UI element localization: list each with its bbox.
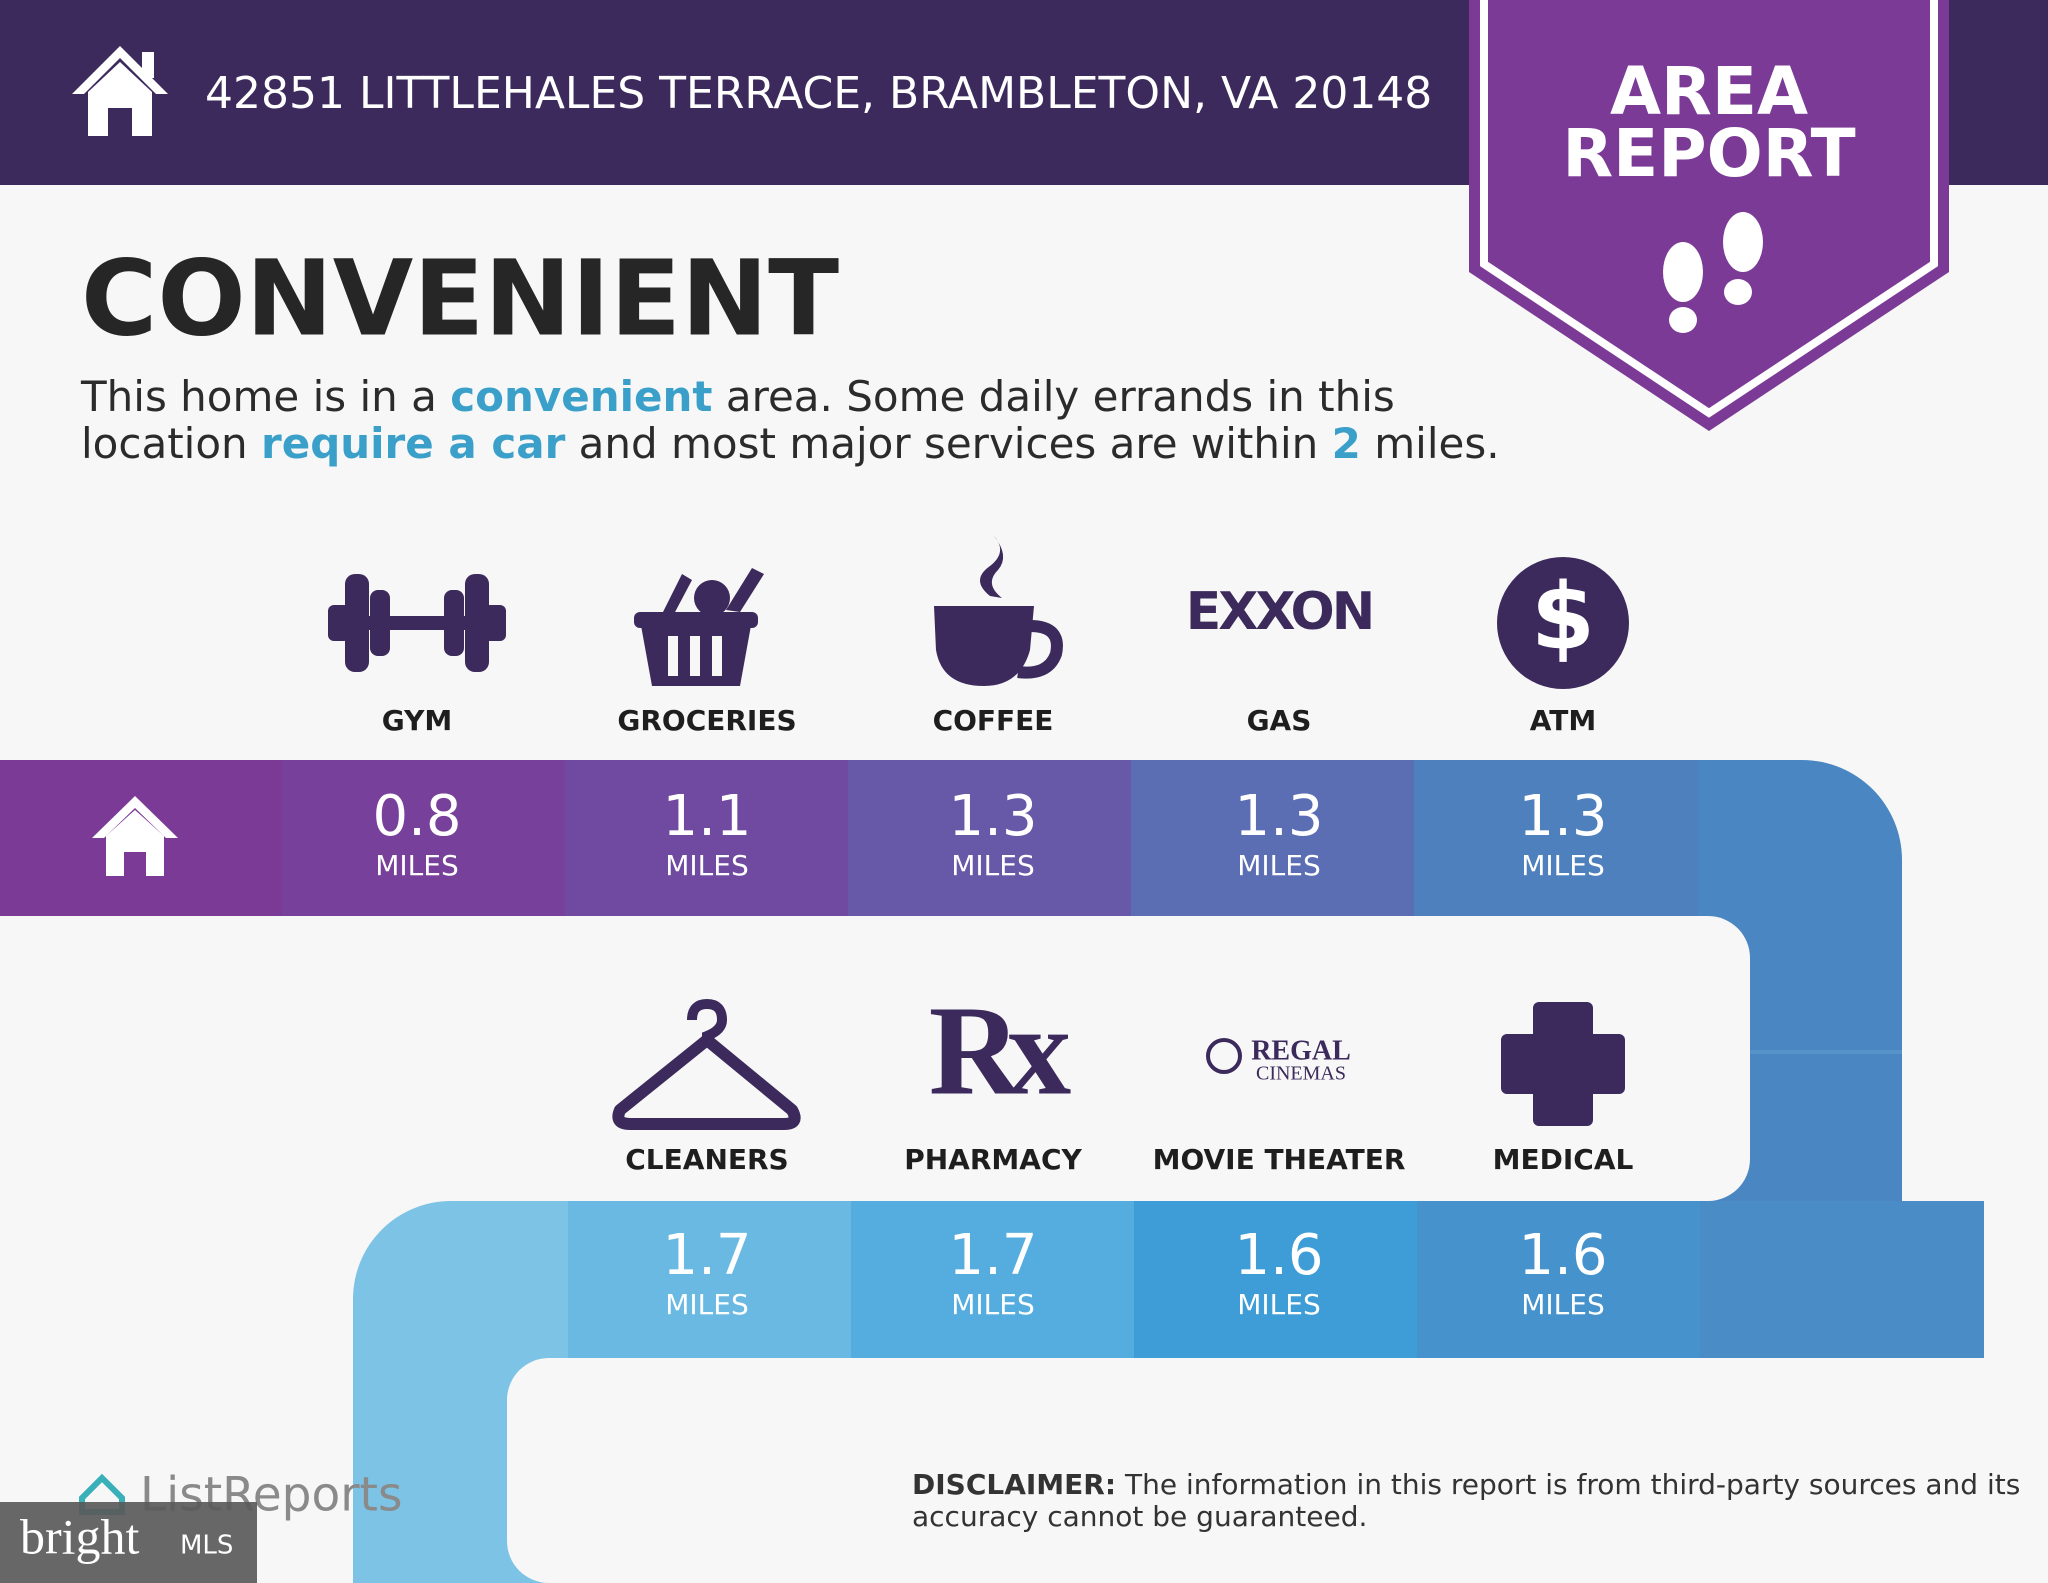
- address: 42851 LITTLEHALES TERRACE, BRAMBLETON, V…: [205, 68, 1432, 119]
- distance: 1.6: [1234, 1223, 1323, 1288]
- atm-icon: [1497, 557, 1629, 689]
- service-name: PHARMACY: [904, 1143, 1082, 1176]
- cell: [568, 1201, 852, 1358]
- cell: [282, 760, 566, 916]
- services: GYM0.8MILESGROCERIES1.1MILESCOFFEE1.3MIL…: [372, 563, 1633, 1321]
- highlight: convenient: [450, 372, 712, 421]
- text: miles.: [1361, 419, 1500, 468]
- cell: [1414, 760, 1698, 916]
- badge-border: [1480, 0, 1938, 418]
- regal-emblem: [1206, 1038, 1242, 1074]
- watermark-mls: MLS: [180, 1531, 233, 1561]
- medical-icon: [1501, 1002, 1625, 1126]
- service-name: MOVIE THEATER: [1153, 1143, 1406, 1176]
- service-name: CLEANERS: [625, 1143, 788, 1176]
- description-line: This home is in a convenient area. Some …: [80, 372, 1395, 421]
- distance: 1.7: [662, 1223, 751, 1288]
- unit: MILES: [1521, 1288, 1604, 1321]
- coffee-icon: [934, 536, 1063, 686]
- description: This home is in a convenient area. Some …: [80, 372, 1500, 468]
- distance: 1.1: [662, 784, 751, 849]
- watermark-bright: bright: [20, 1508, 140, 1564]
- logo-text: Rx: [929, 979, 1071, 1121]
- service-name: ATM: [1530, 704, 1596, 737]
- band-home-icon: [92, 796, 178, 876]
- logo-text: $: [1531, 563, 1595, 670]
- distance: 1.3: [1234, 784, 1323, 849]
- service-name: COFFEE: [933, 704, 1054, 737]
- cell: [1417, 1201, 1701, 1358]
- cell: [565, 760, 849, 916]
- disclaimer-text: The information in this report is from t…: [1116, 1468, 2020, 1501]
- distance: 1.7: [948, 1223, 1037, 1288]
- disclaimer-text: accuracy cannot be guaranteed.: [912, 1500, 1367, 1533]
- unit: MILES: [1237, 849, 1320, 882]
- service-name: GYM: [382, 704, 453, 737]
- service-name: GAS: [1247, 704, 1312, 737]
- badge-inner: [1500, 0, 1918, 395]
- logo-text: CINEMAS: [1256, 1063, 1346, 1085]
- route-cells: [0, 760, 1984, 1358]
- unit: MILES: [665, 1288, 748, 1321]
- text: area. Some daily errands in this: [713, 372, 1395, 421]
- badge-line: REPORT: [1562, 115, 1855, 192]
- route-inner-gap-fill: [400, 916, 1700, 976]
- distance: 0.8: [372, 784, 461, 849]
- unit: MILES: [1237, 1288, 1320, 1321]
- text: This home is in a: [80, 372, 450, 421]
- unit: MILES: [1521, 849, 1604, 882]
- service-name: MEDICAL: [1493, 1143, 1634, 1176]
- title: CONVENIENT: [81, 237, 839, 359]
- highlight: require a car: [261, 419, 566, 468]
- header-home-icon: [72, 46, 168, 136]
- distance: 1.3: [1518, 784, 1607, 849]
- badge-text: AREA REPORT: [1562, 53, 1855, 192]
- unit: MILES: [951, 1288, 1034, 1321]
- disclaimer-label: DISCLAIMER:: [912, 1468, 1116, 1501]
- hanger-icon: [612, 998, 801, 1130]
- text: and most major services are within: [565, 419, 1331, 468]
- distance: 1.3: [948, 784, 1037, 849]
- route-seam: [1750, 1050, 1902, 1054]
- route-inner-fill: [560, 1400, 760, 1583]
- unit: MILES: [665, 849, 748, 882]
- logo-text: EXXON: [1186, 582, 1373, 642]
- cell: [1700, 1201, 1984, 1358]
- cell: [848, 760, 1132, 916]
- gym-icon: [328, 574, 506, 672]
- description-line: location require a car and most major se…: [81, 419, 1500, 468]
- footprints-icon: [1663, 212, 1763, 333]
- distance: 1.6: [1518, 1223, 1607, 1288]
- cell: [851, 1201, 1135, 1358]
- disclaimer: DISCLAIMER: The information in this repo…: [912, 1468, 2020, 1501]
- unit: MILES: [375, 849, 458, 882]
- badge-line: AREA: [1610, 53, 1808, 130]
- unit: MILES: [951, 849, 1034, 882]
- cell: [1131, 760, 1415, 916]
- service-name: GROCERIES: [617, 704, 796, 737]
- text: location: [81, 419, 261, 468]
- watermark-box: [0, 1502, 257, 1583]
- groceries-icon: [634, 568, 764, 686]
- highlight: 2: [1332, 419, 1361, 468]
- logo-text: REGAL: [1251, 1035, 1351, 1066]
- cell: [1134, 1201, 1418, 1358]
